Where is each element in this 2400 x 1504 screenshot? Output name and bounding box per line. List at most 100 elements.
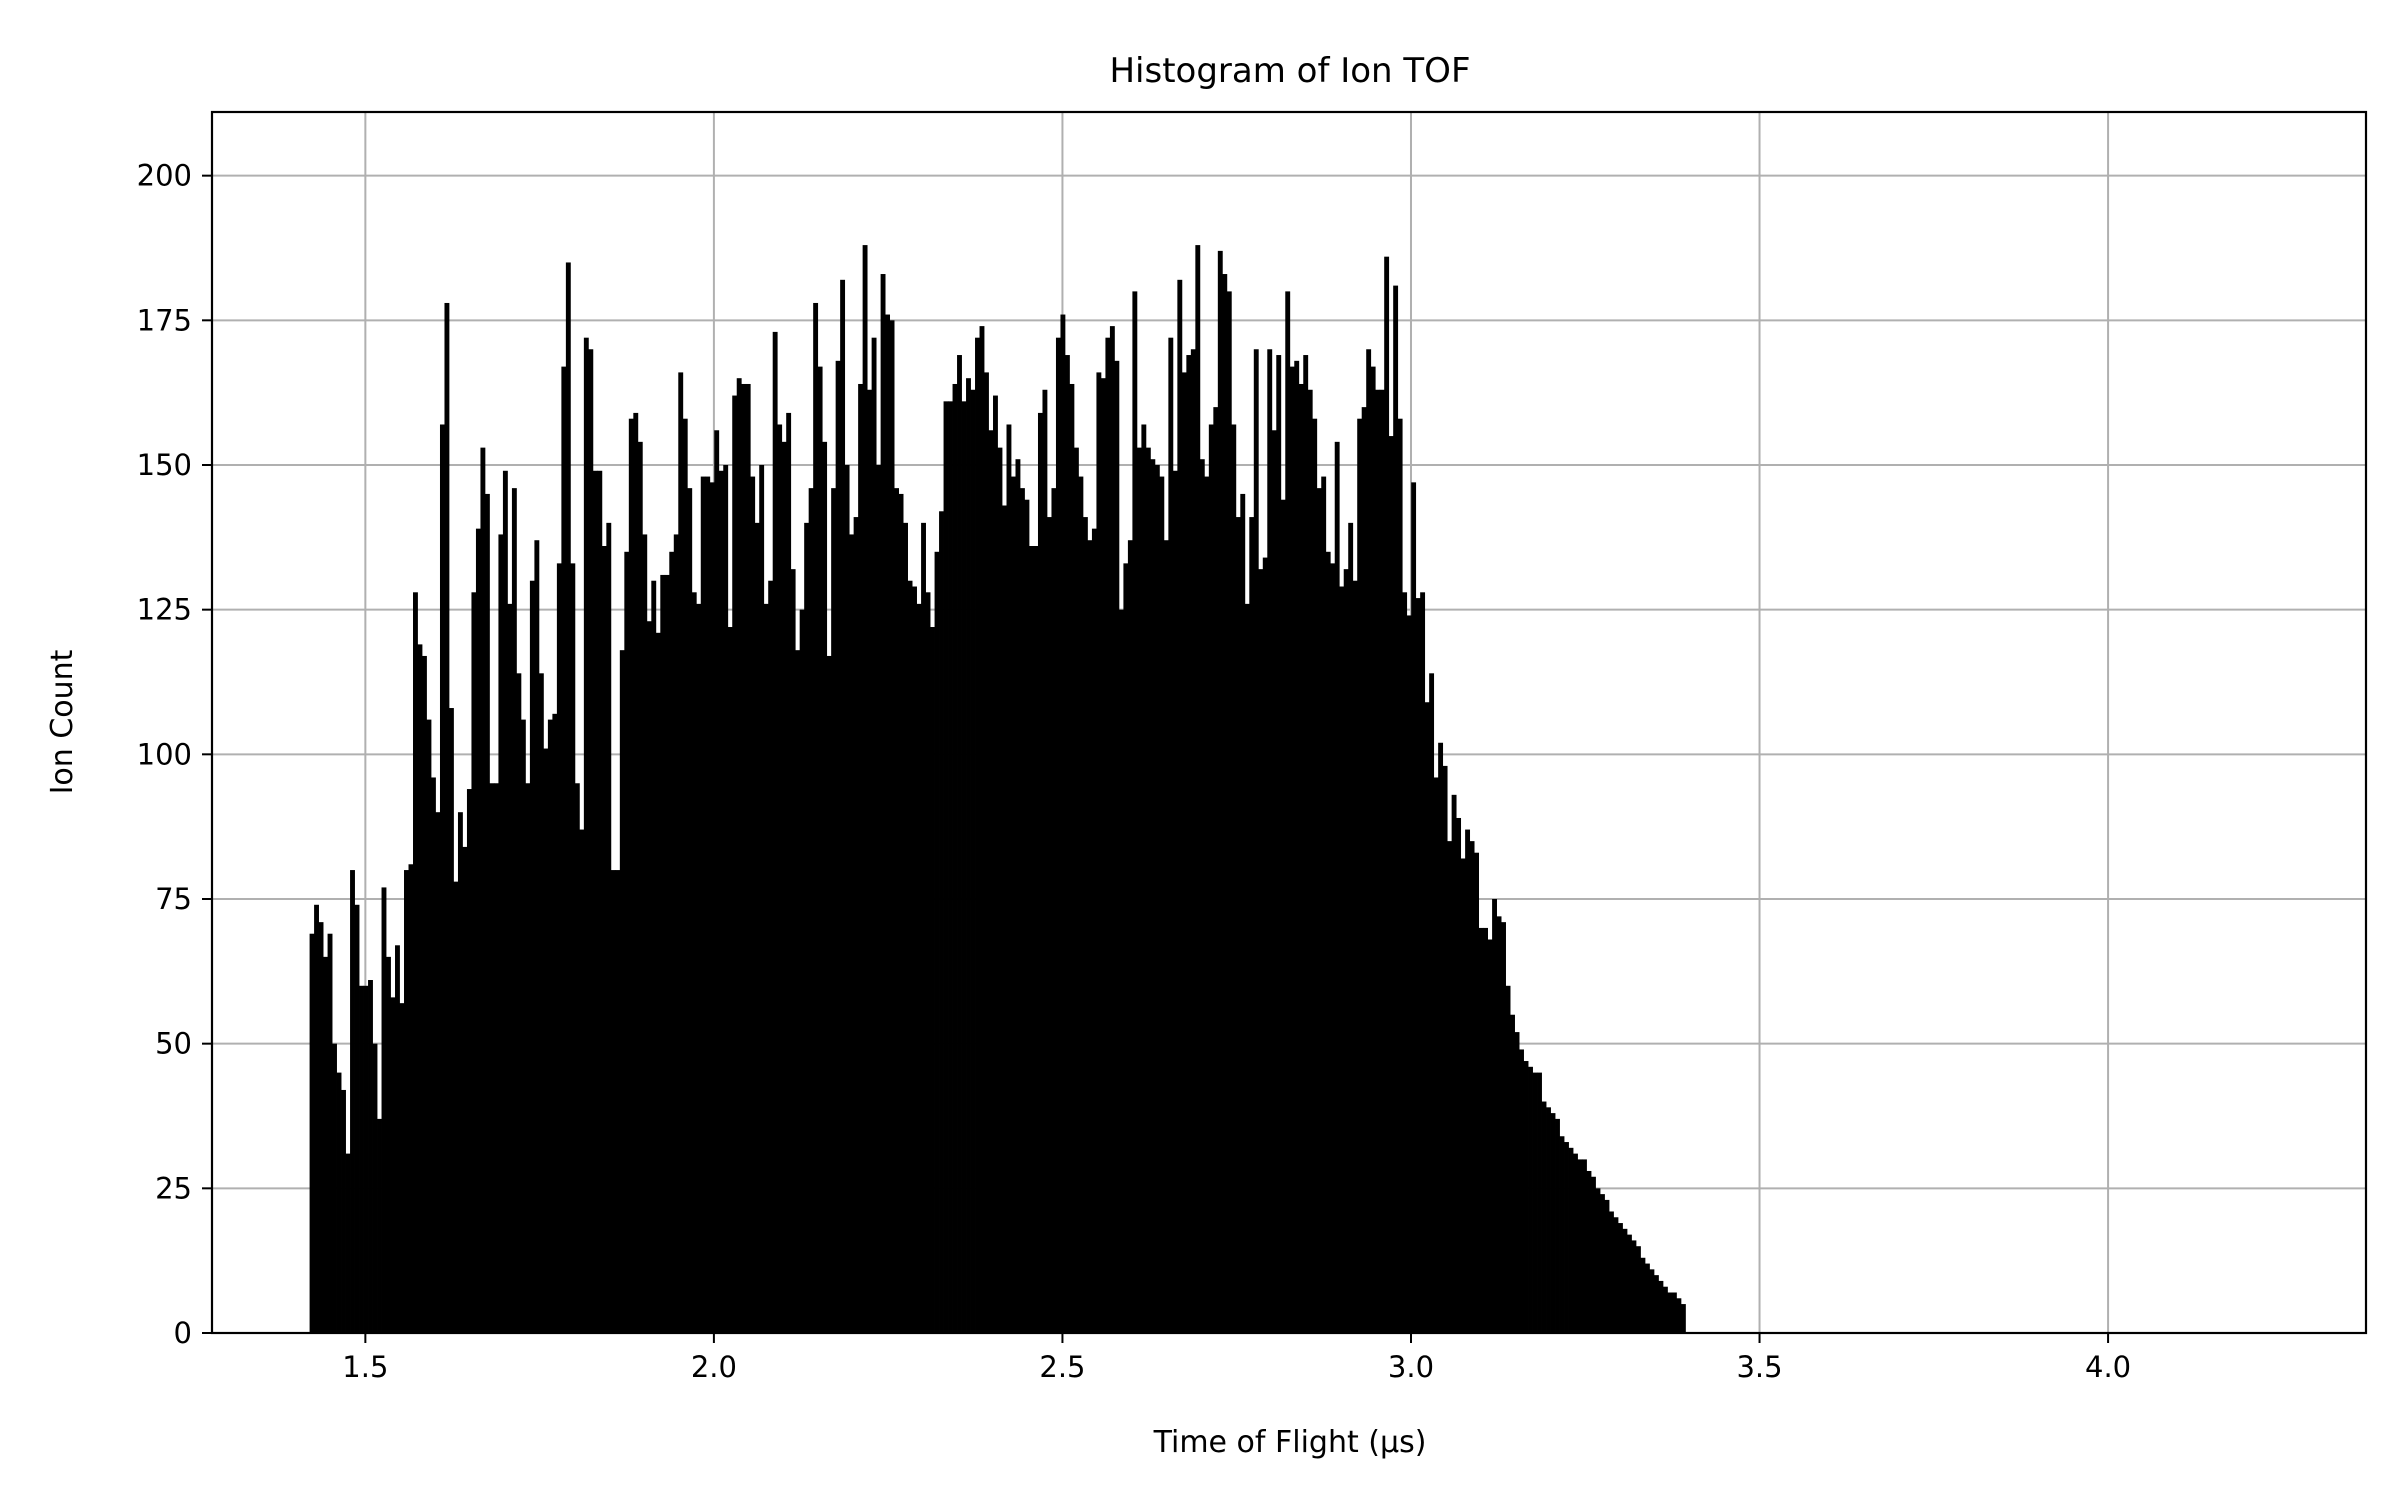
histogram-bar [822,441,828,1333]
histogram-bar [1393,285,1399,1333]
histogram-bar [574,783,580,1333]
histogram-bar [1447,841,1453,1333]
histogram-bar [372,1043,378,1333]
histogram-bar [354,904,360,1333]
histogram-bar [669,551,675,1333]
histogram-bar [534,540,540,1333]
histogram-bar [1483,927,1489,1333]
histogram-bar [1370,366,1376,1334]
histogram-bar [1532,1072,1538,1333]
histogram-bar [700,476,706,1334]
histogram-bar [1617,1223,1623,1333]
histogram-bar [1622,1228,1628,1333]
histogram-bar [889,320,895,1333]
histogram-bar [651,580,657,1333]
histogram-bar [1186,355,1192,1333]
histogram-bar [714,430,720,1333]
histogram-bar [957,355,962,1333]
histogram-bar [1231,424,1237,1333]
histogram-bar [1082,517,1088,1333]
histogram-bar [404,870,409,1333]
histogram-bar [592,470,598,1334]
histogram-bar [682,418,688,1334]
histogram-bar [359,985,364,1333]
histogram-bar [1415,598,1421,1333]
histogram-bar [1667,1292,1673,1333]
histogram-bar [1136,447,1142,1333]
histogram-bar [606,522,612,1333]
histogram-bar [1519,1049,1524,1333]
histogram-bar [1055,337,1061,1333]
histogram-bar [471,592,477,1333]
histogram-bar [637,441,643,1333]
histogram-bar [732,395,738,1333]
histogram-bar [1631,1240,1637,1333]
histogram-bar [1528,1066,1533,1333]
histogram-bar [363,985,369,1333]
histogram-bar [1127,540,1133,1333]
histogram-bar [390,997,396,1333]
histogram-bar [1100,378,1106,1333]
histogram-bar [493,783,499,1333]
histogram-bar [1163,540,1169,1333]
histogram-bar [529,580,535,1333]
histogram-bar [1658,1280,1664,1333]
histogram-bar [1154,464,1160,1334]
histogram-bar [466,789,472,1333]
histogram-bar [1132,291,1138,1333]
histogram-bar [1046,517,1052,1333]
histogram-bar [1051,488,1057,1333]
histogram-bar [1397,418,1403,1334]
histogram-bar [583,337,589,1333]
y-tick-label: 150 [137,448,192,482]
histogram-bar [979,326,985,1333]
histogram-bar [1190,349,1196,1333]
histogram-bar [691,592,697,1333]
histogram-bar [1465,829,1471,1333]
histogram-bar [552,713,558,1333]
histogram-bar [502,470,508,1334]
y-tick-label: 25 [155,1171,192,1205]
histogram-bar [925,592,931,1333]
histogram-bar [1303,355,1309,1333]
histogram-bar [633,412,639,1334]
histogram-bar [628,418,634,1334]
histogram-bar [1366,349,1372,1333]
histogram-bar [624,551,630,1333]
histogram-bar [475,528,481,1333]
histogram-bar [444,302,450,1333]
histogram-bar [907,580,913,1333]
histogram-bar [1195,245,1201,1334]
histogram-bar [1600,1194,1605,1333]
histogram-bar [565,262,571,1334]
histogram-bar [1640,1257,1646,1333]
histogram-bar [1172,470,1178,1334]
histogram-bar [597,470,603,1334]
histogram-bar [1199,459,1205,1333]
histogram-bar [1469,841,1475,1333]
histogram-bar [1141,424,1147,1333]
histogram-bar [1168,337,1174,1333]
histogram-bar [1208,424,1214,1333]
x-axis-label: Time of Flight (µs) [1153,1425,1427,1460]
histogram-bar [948,401,953,1333]
histogram-bar [1087,540,1093,1333]
y-tick-label: 175 [137,303,192,337]
histogram-bar [484,493,490,1333]
histogram-bars [309,245,1686,1334]
histogram-bar [894,488,899,1333]
histogram-bar [1267,349,1273,1333]
histogram-bar [736,378,742,1333]
histogram-bar [332,1043,337,1333]
histogram-bar [853,517,859,1333]
histogram-bar [1312,418,1318,1334]
histogram-bar [1253,349,1259,1333]
histogram-bar [876,464,882,1334]
histogram-bar [498,534,504,1333]
histogram-bar [1240,493,1246,1333]
histogram-bar [1064,355,1070,1333]
histogram-bar [435,812,441,1333]
histogram-bar [588,349,594,1333]
histogram-bar [1501,922,1506,1333]
histogram-bar [1420,592,1426,1333]
